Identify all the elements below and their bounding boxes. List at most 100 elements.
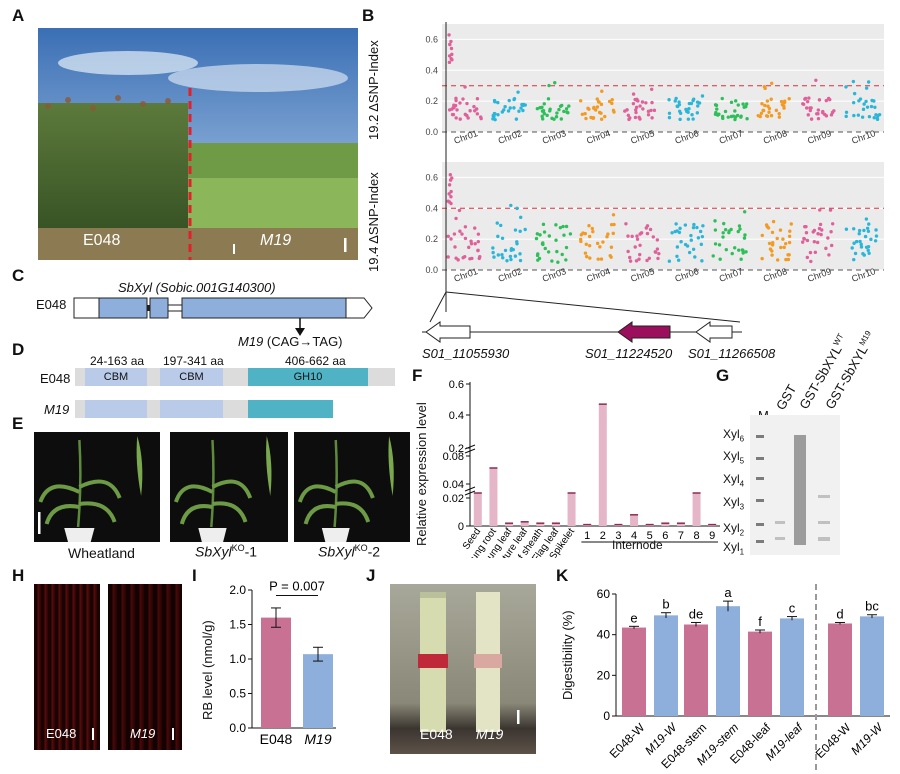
snp-point [852, 257, 856, 262]
snp-point [518, 252, 522, 256]
snp-point [677, 100, 681, 104]
snp-point [867, 251, 871, 256]
snp-point [826, 96, 831, 101]
snp-point [830, 110, 835, 115]
snp-point [636, 99, 640, 103]
snp-point [698, 229, 703, 234]
y-tick-label: 40 [597, 628, 611, 642]
snp-point [496, 112, 500, 117]
snp-point [718, 257, 722, 261]
snp-point [667, 98, 671, 102]
snp-point [684, 107, 688, 112]
snp-point [465, 101, 469, 106]
snp-point [545, 113, 549, 118]
snp-point [787, 234, 792, 238]
snp-point [804, 224, 808, 229]
gene-model-diagram [73, 297, 373, 336]
snp-point [827, 253, 831, 257]
snp-point [713, 219, 717, 223]
gh10-domain: GH10 [248, 368, 368, 386]
plot-bg [442, 24, 884, 132]
snp-point [767, 241, 772, 246]
snp-point [721, 235, 725, 239]
snp-point [769, 113, 774, 118]
snp-point [738, 227, 742, 231]
snp-point [667, 115, 672, 120]
expression-bar [598, 404, 607, 526]
panel-label-d: D [12, 340, 25, 359]
snp-point [683, 242, 688, 247]
snp-point [455, 108, 459, 112]
snp-point [852, 113, 856, 118]
snp-point [696, 104, 700, 108]
snp-point [513, 254, 518, 258]
snp-point [542, 230, 547, 234]
snp-point [802, 237, 807, 241]
snp-point [830, 222, 835, 226]
snp-point [599, 102, 604, 107]
snp-point [865, 105, 870, 109]
snp-point [623, 109, 627, 113]
snp-point [816, 232, 820, 236]
snp-point [599, 117, 604, 121]
snp-point [579, 99, 583, 103]
snp-point [809, 259, 813, 264]
snp-point [783, 99, 787, 103]
tlc-plate [750, 415, 840, 555]
snp-point [717, 243, 722, 247]
snp-point [857, 99, 861, 103]
snp-point [446, 234, 450, 238]
snp-point [503, 248, 508, 253]
digest-ylabel: Digestibility (%) [560, 610, 575, 700]
snp-point [554, 115, 559, 119]
e048-field-label: E048 [83, 232, 121, 249]
snp-peak-point [449, 189, 453, 194]
x-category-label: 3 [615, 530, 621, 542]
m19-gh10-truncated [248, 400, 333, 418]
snp-point [742, 105, 746, 109]
snp-point [558, 104, 563, 108]
plant-label-wheatland: Wheatland [68, 545, 135, 561]
gene-name: SbXyl [118, 280, 152, 295]
snp-point [760, 102, 764, 106]
panel-label-i: I [192, 566, 197, 585]
snp-point [858, 239, 862, 244]
snp-point [690, 113, 694, 117]
snp-point [628, 255, 632, 260]
snp-point [581, 231, 585, 235]
snp-point [801, 102, 806, 107]
snp-point [458, 101, 462, 105]
snp-point [506, 109, 511, 113]
snp-point [744, 102, 749, 106]
panel-label-g: G [716, 366, 730, 385]
snp-point [610, 101, 614, 106]
snp-peak-point [449, 46, 454, 51]
snp-point [540, 114, 544, 119]
m19-cbm-2 [160, 400, 223, 418]
snp-point [808, 106, 812, 110]
snp-point [786, 257, 791, 262]
snp-point [787, 97, 791, 101]
snp-point [628, 116, 632, 120]
snp-point [675, 254, 679, 259]
gene-arrow-right [695, 321, 733, 343]
snp-point [639, 231, 644, 235]
snp-point [867, 114, 872, 119]
y-tick-label: 0.4 [425, 203, 438, 213]
snp-point [815, 240, 820, 245]
snp-point [542, 102, 546, 106]
snp-point [454, 216, 458, 221]
snp-point [612, 222, 616, 227]
snp-point [805, 238, 810, 243]
snp-point [859, 242, 863, 247]
significance-letter: f [758, 614, 762, 629]
expression-bar [567, 493, 576, 526]
snp-point [507, 98, 511, 103]
gene-model-title: SbXyl (Sobic.001G140300) [118, 280, 276, 295]
snp-peak-point [449, 57, 453, 61]
snp-point [512, 96, 517, 101]
snp-point [559, 117, 564, 121]
snp-point [599, 257, 604, 261]
snp-point [761, 108, 766, 113]
snp-peak-point [447, 200, 452, 204]
